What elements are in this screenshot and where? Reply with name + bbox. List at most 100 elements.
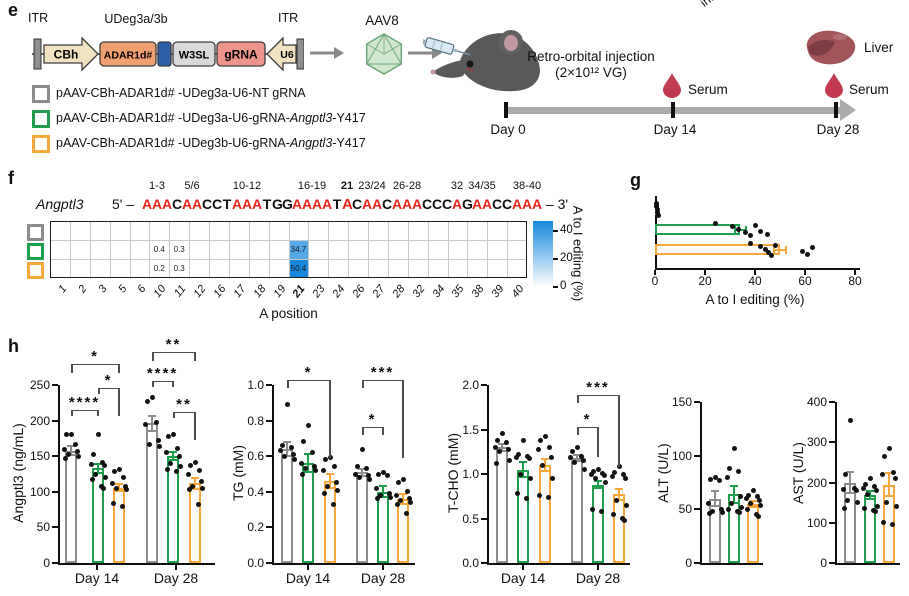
timeline-tick-day14 [671, 102, 675, 118]
g-data-dot [742, 230, 748, 235]
tg-data-dot [386, 491, 392, 497]
ast-data-dot [841, 506, 847, 512]
tg-data-dot [302, 466, 308, 472]
legend-text: -Y417 [332, 136, 366, 150]
tcho-error-bar [618, 489, 620, 500]
angptl3-data-dot [72, 442, 78, 448]
angptl3-sig-bracket-drop [71, 364, 73, 373]
angptl3-data-dot [187, 462, 193, 468]
tcho-data-dot [592, 475, 598, 481]
g-data-dot [810, 245, 815, 250]
angptl3-data-dot [122, 484, 128, 490]
heatmap-gridline-h [50, 259, 527, 260]
ast-data-dot [892, 475, 898, 481]
seq-base: A [162, 196, 173, 212]
tg-y-tick-label: 0.6 [247, 449, 264, 464]
angptl3-sig-bracket-drop [152, 352, 154, 361]
panel-e-label: e [8, 0, 19, 20]
tcho-data-dot [537, 437, 543, 443]
heatmap-cell: 34.7 [288, 240, 309, 259]
tcho-data-dot [545, 494, 551, 500]
legend-text: -Y417 [332, 111, 366, 125]
angptl3-data-dot [61, 446, 67, 452]
tg-data-dot [387, 494, 393, 500]
angptl3-error-bar [172, 451, 174, 461]
tg-error-bar [307, 454, 309, 473]
colorbar-tick-label: 0 [560, 280, 567, 292]
itr-left-label: ITR [28, 11, 49, 25]
grna-box [216, 41, 266, 67]
heatmap-gridline-v [169, 221, 171, 278]
tcho-sig-bracket-drop [597, 427, 599, 457]
heatmap-x-tick-label: 28 [390, 283, 408, 301]
tcho-y-tick [481, 517, 487, 520]
heatmap-x-tick-label: 16 [211, 283, 229, 301]
legend-text: pAAV-CBh-ADAR1d# -UDeg3a-U6-gRNA- [56, 111, 290, 125]
panel-h-label: h [8, 336, 19, 356]
tg-group-label: Day 28 [360, 570, 406, 586]
tg-error-bar [361, 468, 363, 476]
angptl3-error-cap [115, 490, 123, 493]
legend-gene-italic: Angptl3 [289, 111, 333, 125]
heatmap-gridline-v [288, 221, 290, 278]
angptl3-data-dot [95, 431, 101, 437]
alt-y-tick [694, 454, 700, 457]
timeline-tick-day0 [504, 102, 508, 118]
tg-data-dot [384, 473, 390, 479]
panel-g-label: g [630, 170, 641, 190]
angptl3-data-dot [156, 444, 162, 450]
alt-error-bar [714, 491, 716, 507]
ast-y-tick-label: 200 [806, 475, 827, 490]
angptl3-error-cap [169, 450, 177, 453]
ast-data-dot [840, 486, 846, 492]
angptl3-bar [113, 487, 125, 563]
alt-data-dot [755, 514, 761, 520]
seq-base: A [342, 196, 353, 213]
g-x-tick [704, 270, 706, 275]
tg-data-dot [359, 446, 365, 452]
mouse-icon [423, 30, 540, 92]
w3sl-label: W3SL [179, 50, 210, 62]
heatmap-gridline-v [189, 221, 191, 278]
linker-box [157, 41, 172, 67]
seq-base: G [272, 196, 283, 212]
tcho-y-tick [481, 562, 487, 564]
g-data-dot [757, 229, 763, 234]
angptl3-sig-bracket [173, 412, 195, 414]
seq-base: A [362, 196, 373, 212]
tcho-data-dot [503, 440, 509, 446]
alt-x-axis [700, 563, 763, 565]
heatmap-x-tick-label: 32 [410, 283, 428, 301]
angptl3-data-dot [170, 431, 176, 437]
seq-base: A [232, 196, 243, 212]
g-data-dot [762, 247, 768, 252]
seq-position-label: 32 [450, 180, 464, 192]
angptl3-y-tick [52, 384, 58, 386]
heatmap-cell: 0.4 [149, 240, 170, 259]
angptl3-sig-bracket-drop [118, 364, 120, 373]
tcho-data-dot [574, 444, 580, 450]
tg-error-cap [283, 455, 291, 458]
ast-data-dot [861, 506, 867, 512]
angptl3-sig-bracket-drop [152, 381, 154, 387]
angptl3-data-dot [102, 475, 108, 481]
tcho-data-dot [611, 469, 617, 475]
angptl3-error-cap [148, 415, 156, 418]
tg-error-cap [326, 473, 334, 475]
ast-data-dot [879, 471, 885, 477]
tcho-data-dot [539, 462, 545, 468]
heatmap-x-tick-label: 18 [251, 283, 269, 301]
g-data-dot [655, 210, 660, 215]
liver-label: Liver [864, 40, 894, 55]
alt-data-dot [719, 510, 725, 516]
tg-data-dot [394, 501, 400, 507]
heatmap-x-tick-label: 23 [310, 283, 328, 301]
seq-base: C [442, 196, 453, 212]
heatmap-gridline-v [427, 221, 429, 278]
angptl3-sig-bracket [152, 352, 195, 354]
mouse-nose [430, 69, 436, 75]
ast-y-tick [829, 401, 835, 403]
tg-sig-bracket-drop [402, 380, 404, 458]
tcho-data-dot [494, 437, 500, 443]
adar1d-label: ADAR1d# [104, 50, 153, 62]
